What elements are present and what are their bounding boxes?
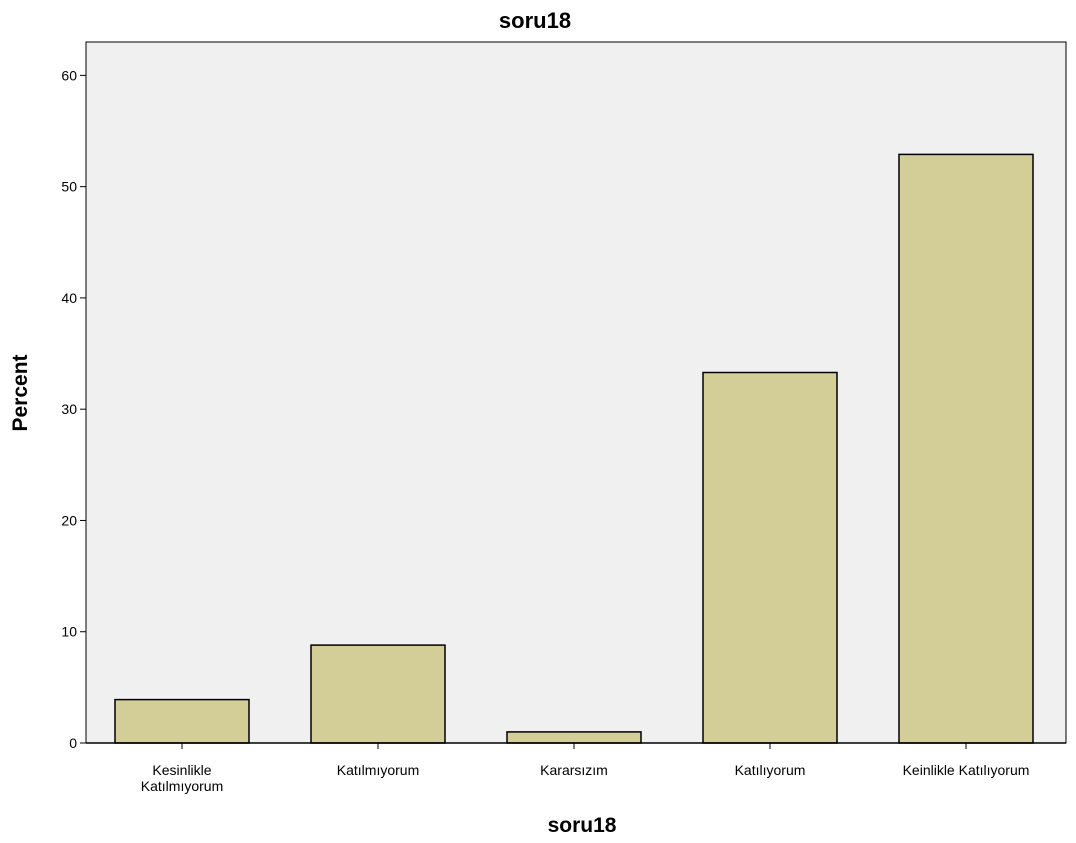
bar-2 [310, 644, 446, 744]
x-tick-label: Keinlikle Katılıyorum [903, 762, 1030, 778]
x-tick-label: Kararsızım [540, 762, 608, 778]
x-tick-label: Katılmıyorum [337, 762, 419, 778]
bar-4 [702, 371, 838, 744]
y-tick-label: 0 [69, 735, 77, 751]
y-tick-label: 30 [61, 401, 77, 417]
y-axis-title: Percent [9, 354, 32, 431]
y-tick-label: 60 [61, 67, 77, 83]
y-tick-label: 10 [61, 624, 77, 640]
y-tick-label: 20 [61, 512, 77, 528]
x-axis: Kesinlikle Katılmıyorum Katılmıyorum Karars… [86, 742, 1066, 794]
bar-1 [114, 698, 250, 744]
bars-group [114, 153, 1034, 744]
bar-5 [898, 153, 1034, 744]
chart-title: soru18 [499, 8, 571, 33]
x-tick-label: Kesinlikle Katılmıyorum [141, 762, 223, 794]
x-axis-title: soru18 [548, 814, 617, 837]
y-tick-label: 50 [61, 179, 77, 195]
y-axis: 0 10 20 30 40 50 60 [61, 42, 87, 751]
x-tick-label: Katılıyorum [735, 762, 806, 778]
bar-3 [506, 731, 642, 744]
y-tick-label: 40 [61, 290, 77, 306]
